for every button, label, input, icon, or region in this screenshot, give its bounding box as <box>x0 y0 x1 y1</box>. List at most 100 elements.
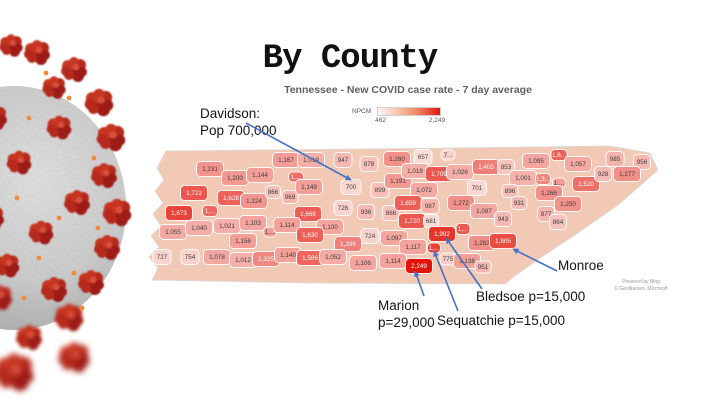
county-cell[interactable]: 657 <box>413 149 433 165</box>
county-value: 1,026 <box>452 169 468 176</box>
county-cell[interactable]: 1,260 <box>383 151 411 167</box>
county-cell[interactable]: 1,055 <box>159 224 187 240</box>
county-cell[interactable]: 1,078 <box>203 249 231 265</box>
county-cell[interactable]: 1,224 <box>240 193 268 209</box>
legend-max: 2,249 <box>428 117 446 124</box>
county-cell[interactable]: 896 <box>501 184 519 198</box>
county-value: 1,3... <box>536 176 550 183</box>
county-cell[interactable]: 853 <box>497 159 515 175</box>
county-cell[interactable]: 1,117 <box>399 239 427 255</box>
county-cell[interactable]: 1,6... <box>550 149 568 161</box>
county-cell[interactable]: 1,668 <box>294 206 322 222</box>
county-cell[interactable]: 700 <box>340 179 362 195</box>
county-value: 931 <box>514 200 525 207</box>
county-cell[interactable]: 7... <box>440 149 456 161</box>
county-cell[interactable]: 866 <box>265 185 281 199</box>
county-cell[interactable]: 1,272 <box>447 195 475 211</box>
virus-orange-dot <box>56 215 62 221</box>
annotation-marion[interactable]: Marion p=29,000 <box>378 297 435 331</box>
county-cell[interactable]: 1,250 <box>554 196 582 212</box>
county-cell[interactable]: 1,149 <box>295 179 323 195</box>
county-cell[interactable]: 985 <box>605 151 625 167</box>
county-cell[interactable]: 1,405 <box>472 159 500 175</box>
county-cell[interactable]: 947 <box>333 152 353 168</box>
county-cell[interactable]: 1,072 <box>410 182 438 198</box>
county-cell[interactable]: 956 <box>633 154 651 170</box>
county-cell[interactable]: 931 <box>510 196 528 210</box>
county-cell[interactable]: 1,106 <box>349 255 377 271</box>
county-cell[interactable]: 1,628 <box>217 190 245 206</box>
county-cell[interactable]: 724 <box>360 228 380 244</box>
county-cell[interactable]: 1,231 <box>196 161 224 177</box>
county-value: 1,144 <box>252 172 268 179</box>
county-cell[interactable]: 987 <box>420 198 440 214</box>
county-cell[interactable]: 1,520 <box>572 176 600 192</box>
county-cell[interactable]: 1,... <box>455 223 471 235</box>
county-cell[interactable]: 726 <box>333 200 353 216</box>
county-value: 977 <box>541 211 552 218</box>
coronavirus-image[interactable] <box>0 28 179 400</box>
county-cell[interactable]: 1,... <box>427 242 441 254</box>
county-cell[interactable]: 1,167 <box>272 152 300 168</box>
county-cell[interactable]: 1,200 <box>221 170 249 186</box>
county-cell[interactable]: 864 <box>549 214 567 230</box>
county-cell[interactable]: 951 <box>474 260 492 274</box>
county-cell[interactable]: 969 <box>281 190 299 204</box>
annotation-bledsoe[interactable]: Bledsoe p=15,000 <box>476 289 586 304</box>
county-cell[interactable]: 727 <box>152 249 172 265</box>
county-value: 1,072 <box>416 187 432 194</box>
county-cell[interactable]: 1,3... <box>535 173 551 185</box>
county-cell[interactable]: 1,001 <box>509 170 537 186</box>
county-cell[interactable]: 1,156 <box>229 233 257 249</box>
county-cell[interactable]: 1,087 <box>470 203 498 219</box>
county-cell[interactable]: 936 <box>357 204 375 220</box>
county-cell[interactable]: 681 <box>423 214 439 228</box>
annotation-monroe[interactable]: Monroe <box>558 258 604 273</box>
county-cell[interactable]: 1,095 <box>522 153 550 169</box>
virus-spike <box>0 207 4 228</box>
county-cell[interactable]: 878 <box>359 156 379 172</box>
county-cell[interactable]: 1,... <box>202 205 218 217</box>
county-cell[interactable]: 1,103 <box>239 215 267 231</box>
county-cell[interactable]: 1,873 <box>165 205 193 221</box>
county-cell[interactable]: 1,144 <box>246 167 274 183</box>
county-cell[interactable]: 1,659 <box>394 195 422 211</box>
county-cell[interactable]: 754 <box>180 249 200 265</box>
virus-spike <box>58 342 90 373</box>
county-cell[interactable]: 1,805 <box>489 233 517 249</box>
county-cell[interactable]: 1,114 <box>273 217 301 233</box>
county-cell[interactable]: 1,057 <box>564 156 592 172</box>
county-cell[interactable]: 943 <box>494 211 512 227</box>
county-cell[interactable]: 701 <box>467 180 487 196</box>
annotation-davidson[interactable]: Davidson: Pop 700,000 <box>200 105 277 139</box>
county-cell[interactable]: 1,266 <box>535 185 563 201</box>
county-cell[interactable]: 1,114 <box>379 253 407 269</box>
county-cell[interactable]: 1,019 <box>297 152 325 168</box>
county-value: 1,805 <box>495 238 511 245</box>
virus-spike <box>96 123 126 152</box>
county-cell[interactable]: 1,052 <box>319 249 347 265</box>
county-cell[interactable]: 1,021 <box>213 218 241 234</box>
county-value: 943 <box>498 216 509 223</box>
virus-spike <box>61 57 87 82</box>
county-value: 1,106 <box>355 260 371 267</box>
county-cell[interactable]: 1,040 <box>185 220 213 236</box>
county-cell[interactable]: 1,722 <box>180 185 208 201</box>
county-cell[interactable]: 2,249 <box>405 258 433 274</box>
virus-spike <box>91 163 117 188</box>
county-cell[interactable]: 1,018 <box>401 163 429 179</box>
county-cell[interactable]: 1,026 <box>446 164 474 180</box>
county-cell[interactable]: 1,396 <box>334 236 362 252</box>
county-value: 886 <box>386 210 397 217</box>
annotation-sequatchie[interactable]: Sequatchie p=15,000 <box>437 313 565 328</box>
county-cell[interactable]: 928 <box>594 166 612 182</box>
county-value: 1,... <box>458 226 469 233</box>
county-value: 969 <box>285 194 296 201</box>
county-value: 727 <box>157 254 168 261</box>
county-cell[interactable]: 1,709 <box>425 166 453 182</box>
county-value: 987 <box>425 203 436 210</box>
county-cell[interactable]: 1,630 <box>296 227 324 243</box>
county-cell[interactable]: 1,992 <box>428 226 456 242</box>
county-cell[interactable]: 1,277 <box>613 166 641 182</box>
county-cell[interactable]: 1,720 <box>398 213 426 229</box>
